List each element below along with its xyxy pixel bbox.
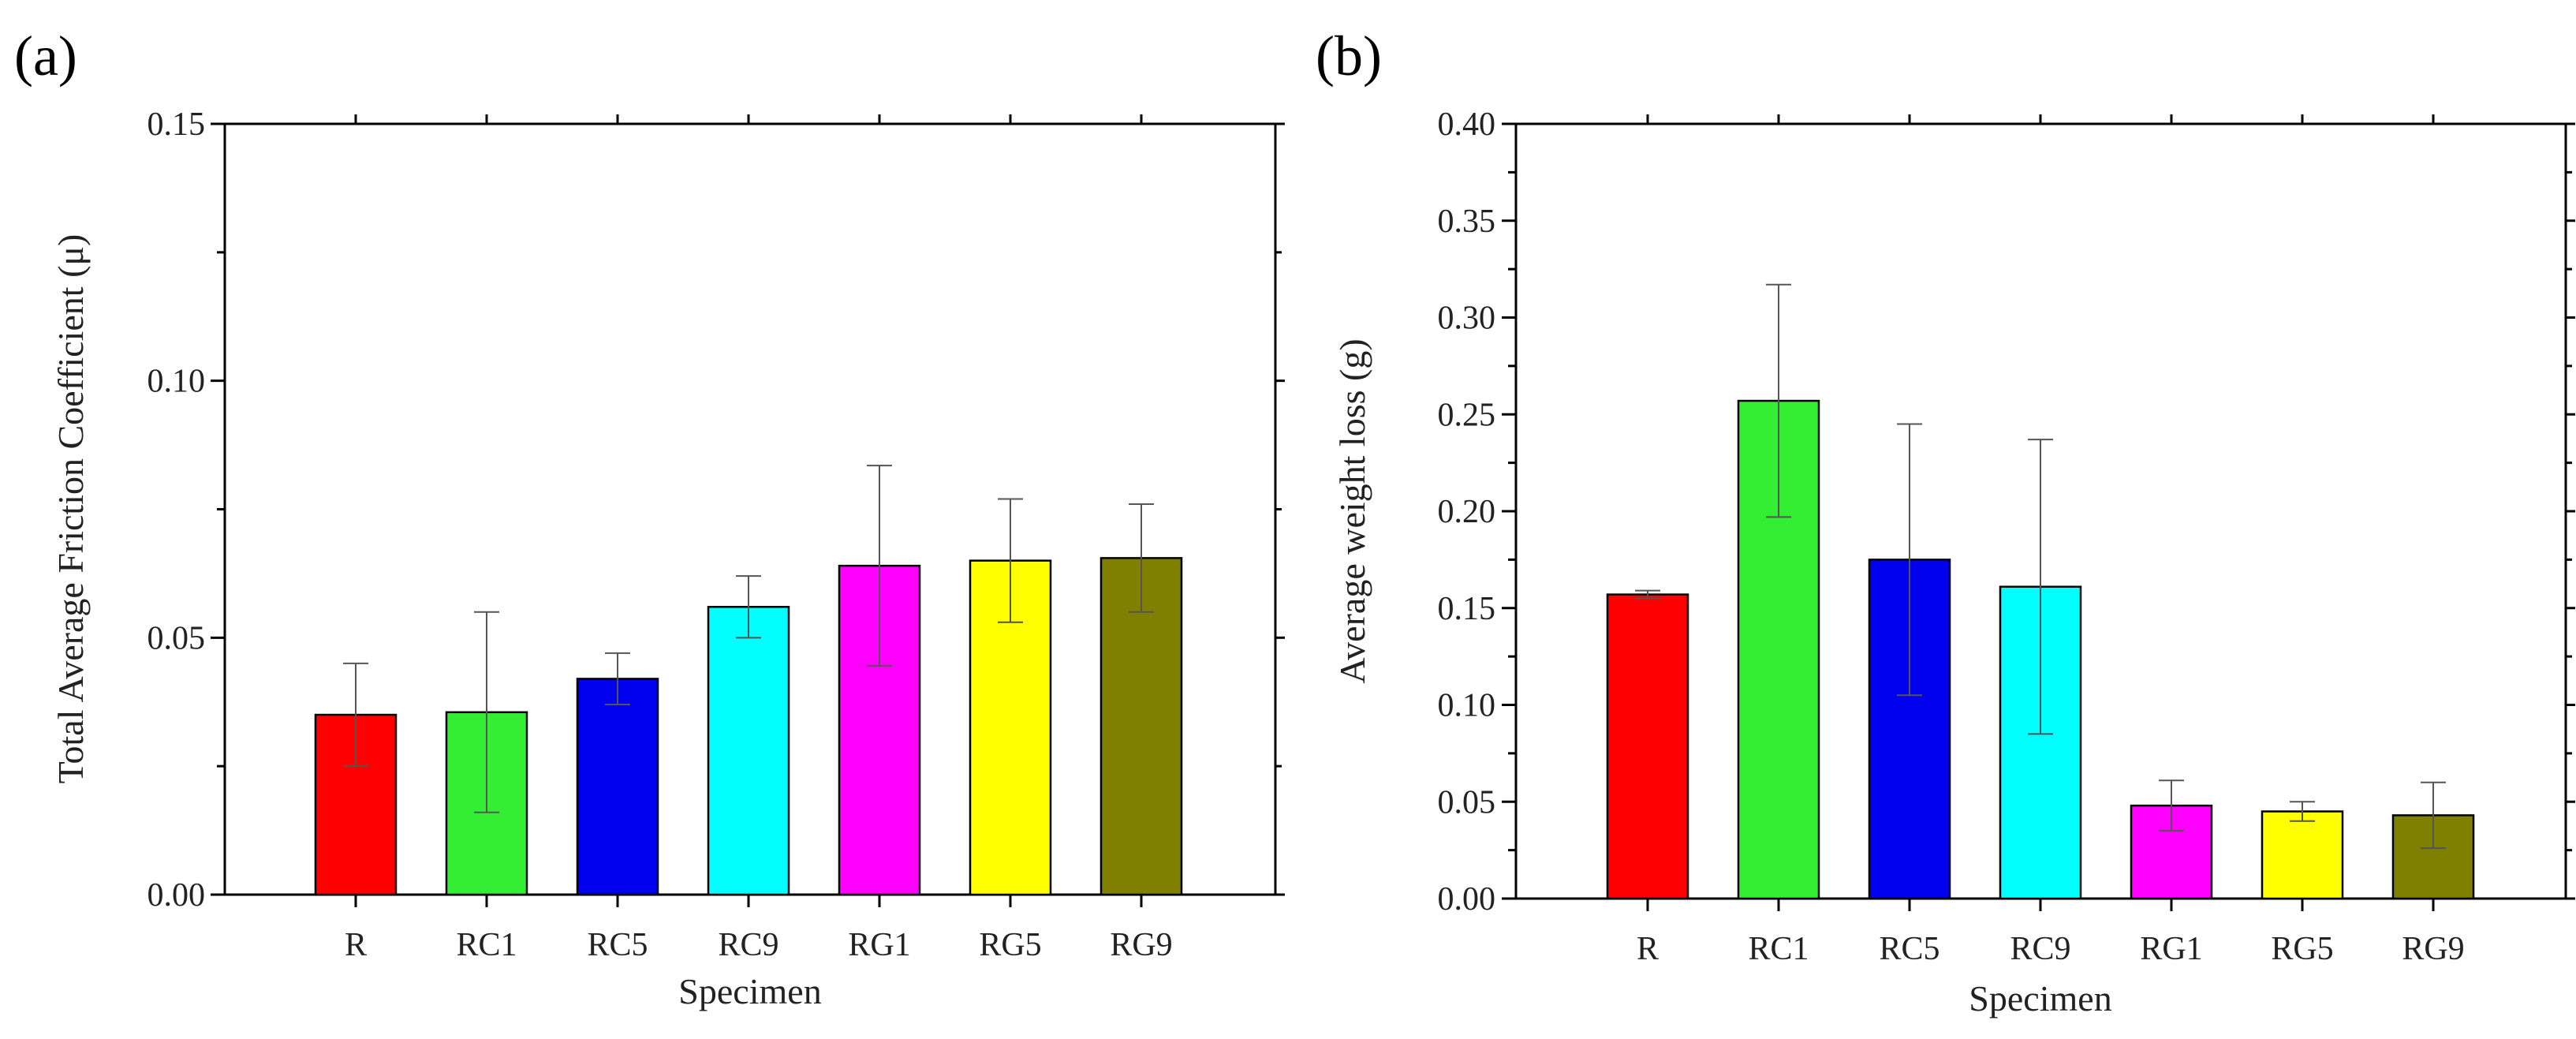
y-tick-label-b-3: 0.15 [1438,591,1496,627]
y-tick-label-b-7: 0.35 [1438,204,1496,240]
error-bar-b-RG5 [2290,801,2315,822]
x-tick-labels-b: R RC1 RC5 RC9 RG1 RG5 RG9 [1637,114,2465,967]
y-axis-title-b: Average weight loss (g) [1332,338,1372,683]
y-tick-label-a-2: 0.10 [147,364,206,400]
x-tick-label-b-RG5: RG5 [2271,931,2333,967]
error-bar-a-RG5 [998,498,1023,623]
error-bar-b-RG1 [2159,779,2184,832]
error-bar-a-RG1 [867,465,892,667]
error-bar-a-RG9 [1129,503,1154,613]
error-bar-b-R [1635,589,1660,600]
x-tick-label-a-R: R [345,927,367,963]
x-tick-label-b-RC1: RC1 [1748,931,1809,967]
y-tick-label-b-0: 0.00 [1438,881,1496,918]
error-bar-b-RC5 [1897,423,1922,697]
x-tick-label-b-R: R [1637,931,1659,967]
x-axis-title-b: Specimen [1969,978,2111,1018]
y-tick-label-b-1: 0.05 [1438,784,1496,820]
y-axis-title-a: Total Average Friction Coefficient (μ) [50,234,91,784]
chart-panel-a: (a) 0.00 0.05 0.10 0.15 R RC1 RC5 RC9 RG1 RG5 RG9… [14,24,1285,1011]
x-tick-label-a-RC1: RC1 [456,927,517,963]
panel-label-b: (b) [1316,24,1382,88]
y-tick-label-b-5: 0.25 [1438,397,1496,433]
error-bar-a-RC1 [474,611,499,813]
y-tick-label-b-6: 0.30 [1438,301,1496,337]
bar-a-RC9 [707,606,790,896]
y-ticks-a: 0.00 0.05 0.10 0.15 [147,107,1285,914]
bar-b-RG5 [2261,810,2344,900]
x-tick-label-b-RC9: RC9 [2010,931,2070,967]
y-tick-label-b-4: 0.20 [1438,494,1496,530]
x-tick-label-a-RG5: RG5 [979,927,1041,963]
x-tick-labels-a: R RC1 RC5 RC9 RG1 RG5 RG9 [345,114,1173,963]
x-tick-label-b-RG1: RG1 [2140,931,2202,967]
error-bar-a-RC9 [736,575,761,639]
y-tick-label-a-1: 0.05 [147,620,206,656]
y-tick-label-b-8: 0.40 [1438,107,1496,143]
error-bar-a-RC5 [605,652,630,706]
y-tick-label-a-0: 0.00 [147,877,206,914]
error-bar-b-RC9 [2028,439,2053,735]
chart-panel-b: (b) 0.00 0.05 0.10 0.15 0.20 0.25 0.30 0.35 0.40… [1316,24,2575,1018]
x-tick-label-a-RC9: RC9 [718,927,778,963]
bar-b-R [1606,593,1689,900]
bar-a-RC5 [576,678,659,896]
error-bar-b-RG9 [2421,781,2446,850]
error-bar-b-RC1 [1766,283,1791,518]
y-ticks-b: 0.00 0.05 0.10 0.15 0.20 0.25 0.30 0.35 0.40 [1438,107,2575,918]
bar-a-RG9 [1099,557,1183,896]
x-tick-label-a-RG9: RG9 [1110,927,1172,963]
x-tick-label-a-RG1: RG1 [848,927,910,963]
bars-a [314,465,1183,896]
x-tick-label-b-RC5: RC5 [1879,931,1939,967]
x-axis-title-a: Specimen [678,971,821,1011]
y-tick-label-a-3: 0.15 [147,107,206,143]
panel-label-a: (a) [14,24,77,88]
error-bar-a-R [343,662,368,768]
y-tick-label-b-2: 0.10 [1438,688,1496,724]
x-tick-label-a-RC5: RC5 [587,927,648,963]
bars-b [1606,283,2475,900]
x-tick-label-b-RG9: RG9 [2402,931,2464,967]
